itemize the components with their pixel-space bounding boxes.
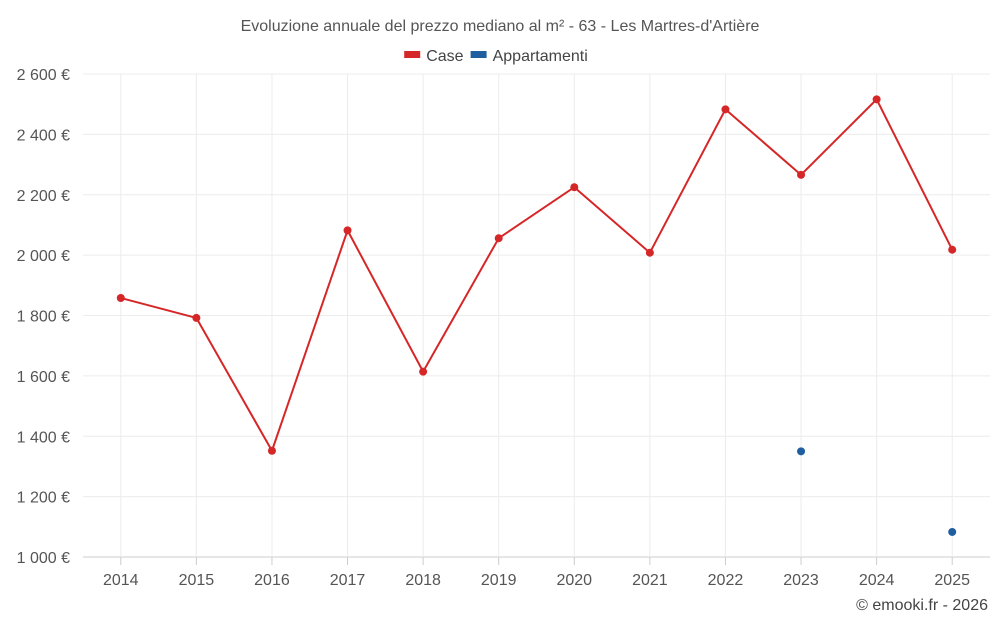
x-tick-label: 2020 bbox=[556, 572, 592, 589]
data-point bbox=[872, 95, 881, 104]
data-point bbox=[343, 226, 352, 235]
legend-item-case: Case bbox=[404, 48, 464, 65]
data-point bbox=[797, 170, 806, 179]
y-tick-label: 1 200 € bbox=[17, 490, 70, 507]
data-point bbox=[948, 527, 957, 536]
data-point bbox=[267, 446, 276, 455]
y-tick-label: 1 400 € bbox=[17, 429, 70, 446]
y-tick-label: 1 000 € bbox=[17, 550, 70, 567]
data-point bbox=[419, 367, 428, 376]
x-tick-label: 2025 bbox=[934, 572, 970, 589]
x-gridlines bbox=[120, 74, 953, 565]
legend-label: Case bbox=[426, 48, 463, 65]
data-point bbox=[797, 447, 806, 456]
data-point bbox=[116, 293, 125, 302]
y-tick-label: 1 600 € bbox=[17, 369, 70, 386]
data-point bbox=[645, 248, 654, 257]
series-case bbox=[116, 95, 957, 455]
series-layer bbox=[116, 95, 957, 536]
series-appartamenti bbox=[797, 447, 957, 536]
y-tick-label: 2 000 € bbox=[17, 248, 70, 265]
y-tick-label: 1 800 € bbox=[17, 309, 70, 326]
x-tick-label: 2016 bbox=[254, 572, 290, 589]
data-point bbox=[721, 105, 730, 114]
legend: Case Appartamenti bbox=[404, 48, 588, 65]
x-tick-label: 2024 bbox=[859, 572, 895, 589]
x-tick-label: 2023 bbox=[783, 572, 819, 589]
legend-swatch bbox=[404, 51, 421, 58]
y-tick-label: 2 200 € bbox=[17, 188, 70, 205]
legend-item-appartamenti: Appartamenti bbox=[470, 48, 588, 65]
x-tick-label: 2015 bbox=[179, 572, 215, 589]
data-point bbox=[570, 183, 579, 192]
data-point bbox=[494, 234, 503, 243]
y-tick-label: 2 600 € bbox=[17, 67, 70, 84]
y-gridlines bbox=[83, 73, 990, 558]
x-tick-label: 2021 bbox=[632, 572, 668, 589]
data-point bbox=[948, 245, 957, 254]
y-axis-ticks: 1 000 € 1 200 € 1 400 € 1 600 € 1 800 € 2 000… bbox=[17, 67, 70, 567]
x-tick-label: 2014 bbox=[103, 572, 139, 589]
series-line bbox=[120, 98, 954, 452]
chart-title: Evoluzione annuale del prezzo mediano al… bbox=[241, 18, 760, 35]
legend-label: Appartamenti bbox=[493, 48, 588, 65]
x-tick-label: 2018 bbox=[405, 572, 441, 589]
x-axis-ticks: 2014 2015 2016 2017 2018 2019 2020 2021 2022 2023… bbox=[103, 572, 970, 589]
y-tick-label: 2 400 € bbox=[17, 127, 70, 144]
credit-label: © emooki.fr - 2026 bbox=[856, 597, 988, 614]
x-tick-label: 2017 bbox=[330, 572, 366, 589]
legend-swatch bbox=[470, 51, 487, 58]
x-tick-label: 2022 bbox=[708, 572, 744, 589]
x-tick-label: 2019 bbox=[481, 572, 517, 589]
data-point bbox=[192, 313, 201, 322]
